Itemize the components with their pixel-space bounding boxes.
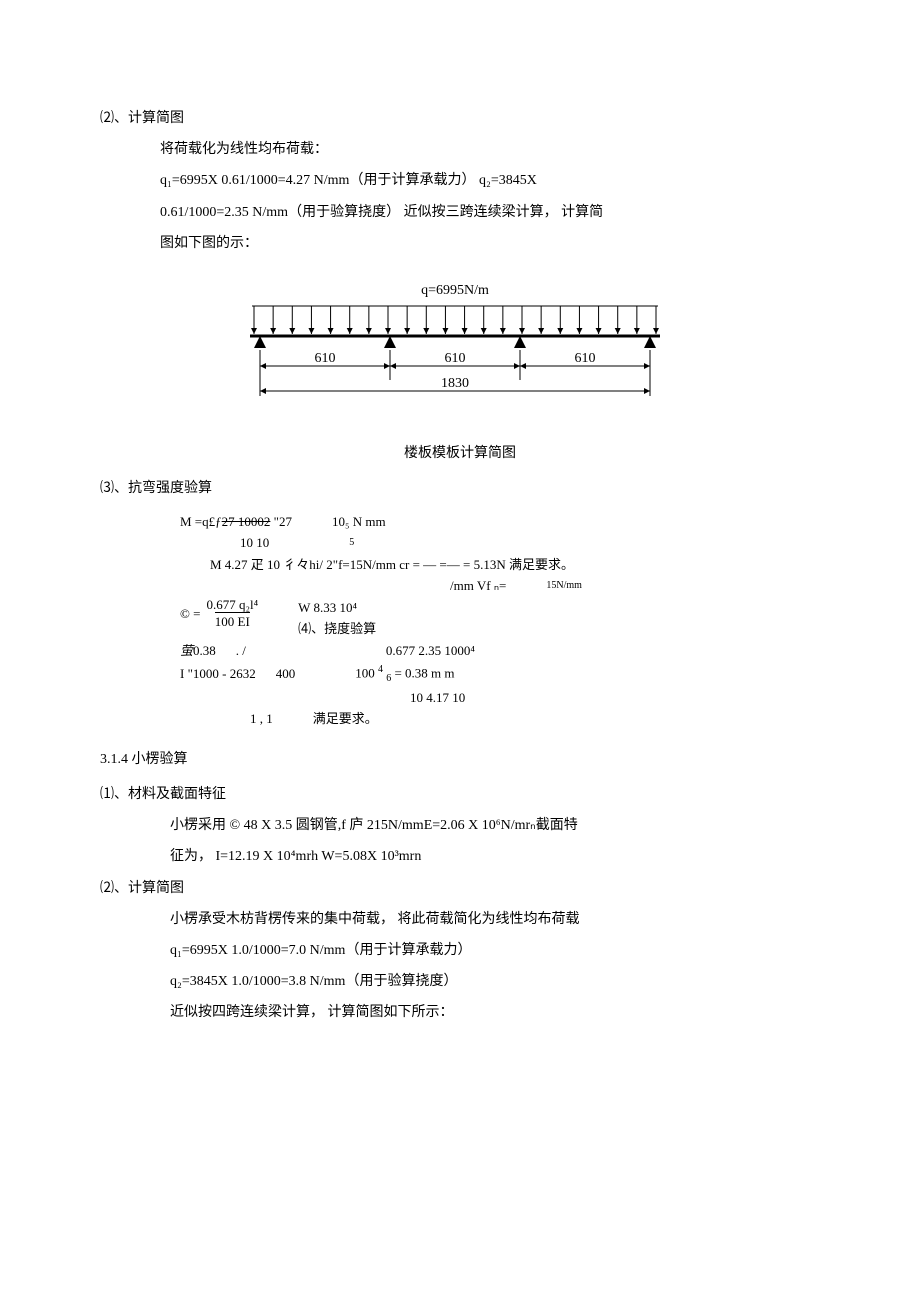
f1b: 27 10002 bbox=[222, 514, 271, 529]
f7a: 1 , 1 bbox=[250, 709, 273, 729]
svg-text:q=6995N/m: q=6995N/m bbox=[421, 283, 489, 298]
s2-p4: 图如下图的示： bbox=[160, 231, 820, 256]
svg-text:610: 610 bbox=[445, 351, 466, 366]
f5b: 0.38 bbox=[193, 643, 216, 658]
s2-p3: 0.61/1000=2.35 N/mm（用于验算挠度） 近似按三跨连续梁计算， … bbox=[160, 200, 820, 225]
s2b-p4: 近似按四跨连续梁计算， 计算简图如下所示： bbox=[170, 1000, 820, 1025]
f6b: 400 bbox=[276, 664, 296, 684]
section-2b-heading: ⑵、计算简图 bbox=[100, 876, 820, 901]
f4l1: © = bbox=[180, 604, 200, 624]
section-314-heading: 3.1.4 小楞验算 bbox=[100, 747, 820, 772]
f6e: 6 bbox=[386, 673, 391, 684]
f7b: 满足要求。 bbox=[313, 709, 378, 729]
f1d: 10₅ N mm bbox=[332, 512, 386, 532]
s2-p2: q₁=6995X 0.61/1000=4.27 N/mm（用于计算承载力） q₂… bbox=[160, 168, 820, 193]
f2: 10 10 bbox=[240, 533, 269, 553]
formula-block-1: M =q£ƒ27 10002 "27 10₅ N mm 10 10 5 M 4.… bbox=[180, 512, 820, 729]
s4-label: ⑷、挠度验算 bbox=[298, 619, 376, 639]
beam-diagram: q=6995N/m 610 610 610 1830 楼板模板计算简图 bbox=[100, 276, 820, 466]
f6a: I "1000 - 2632 bbox=[180, 664, 256, 684]
svg-text:610: 610 bbox=[315, 351, 336, 366]
s2b-p1: 小楞承受木枋背楞传来的集中荷载， 将此荷载简化为线性均布荷载 bbox=[170, 907, 820, 932]
f4l3: 100 EI bbox=[215, 612, 250, 629]
f5d: 0.677 2.35 1000⁴ bbox=[386, 641, 475, 661]
f4l2: 0.677 q₂l⁴ bbox=[206, 598, 258, 612]
f4r: W 8.33 10⁴ bbox=[298, 598, 376, 618]
f3b: /mm Vf ₙ= bbox=[450, 576, 506, 596]
f2b: 5 bbox=[349, 535, 354, 550]
s1b-p2: 征为， I=12.19 X 10⁴mrh W=5.08X 10³mrn bbox=[170, 844, 820, 869]
f3: M 4.27 疋 10 彳々hi/ 2"f=15N/mm cr = — =— =… bbox=[210, 555, 574, 575]
section-2-heading: ⑵、计算简图 bbox=[100, 106, 820, 131]
section-1b-heading: ⑴、材料及截面特征 bbox=[100, 782, 820, 807]
s1b-p1: 小楞采用 © 48 X 3.5 圆钢管,f 庐 215N/mmE=2.06 X … bbox=[170, 813, 820, 838]
f1c: "27 bbox=[274, 514, 292, 529]
svg-text:1830: 1830 bbox=[441, 376, 469, 391]
svg-text:610: 610 bbox=[575, 351, 596, 366]
s2-p1: 将荷载化为线性均布荷载： bbox=[160, 137, 820, 162]
diagram-caption: 楼板模板计算简图 bbox=[100, 441, 820, 466]
f3c: 15N/mm bbox=[546, 578, 582, 593]
f6g: 10 4.17 10 bbox=[410, 688, 465, 708]
f6c: 100 bbox=[355, 665, 375, 680]
f5c: . / bbox=[236, 641, 246, 661]
f6d: 4 bbox=[378, 664, 383, 675]
f6f: = 0.38 m m bbox=[394, 665, 454, 680]
s2b-p2: q₁=6995X 1.0/1000=7.0 N/mm（用于计算承载力） bbox=[170, 938, 820, 963]
s2b-p3: q₂=3845X 1.0/1000=3.8 N/mm（用于验算挠度） bbox=[170, 969, 820, 994]
section-3-heading: ⑶、抗弯强度验算 bbox=[100, 476, 820, 501]
f5a: 萤 bbox=[180, 643, 193, 658]
f1a: M =q£ƒ bbox=[180, 514, 222, 529]
beam-svg: q=6995N/m 610 610 610 1830 bbox=[230, 276, 690, 426]
